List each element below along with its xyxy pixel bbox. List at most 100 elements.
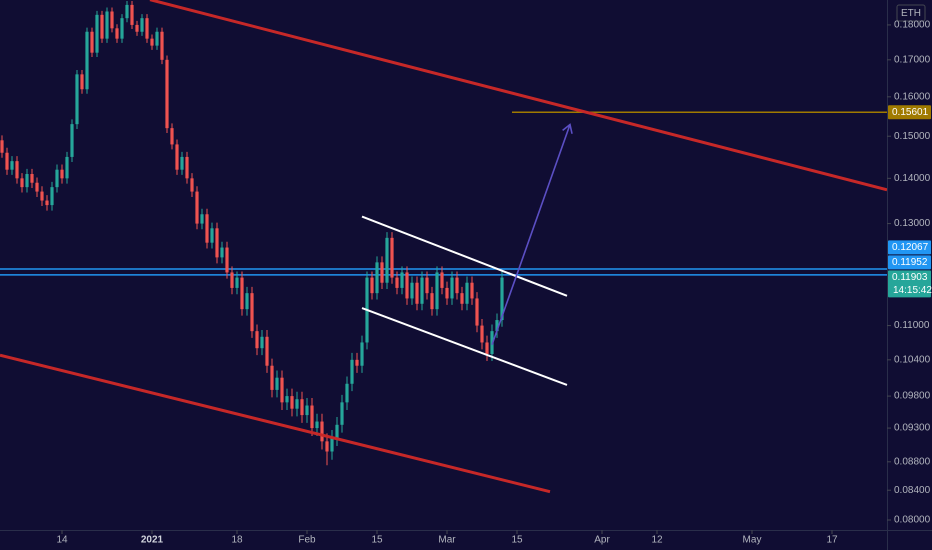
candle-body (185, 156, 189, 179)
price-badge-label: 0.15601 (892, 107, 929, 118)
candle-body (205, 214, 209, 243)
candle-body (105, 11, 109, 39)
candle-body (195, 191, 199, 224)
y-tick-label: 0.11000 (894, 320, 930, 331)
candle-body (235, 277, 239, 288)
price-badge: 0.12067 (888, 240, 931, 255)
x-tick-label: 15 (511, 535, 523, 546)
candle-body (500, 277, 504, 321)
candle-body (385, 237, 389, 283)
projection-arrow (491, 123, 573, 346)
candle-body (260, 336, 264, 349)
candle-body (480, 325, 484, 343)
trend-line (149, 0, 887, 192)
y-tick-label: 0.08800 (894, 456, 931, 467)
candle-body (100, 14, 104, 39)
candle-body (375, 262, 379, 294)
candle-body (150, 38, 154, 46)
countdown-label: 14:15:42 (893, 285, 932, 296)
price-badge: 0.11903 14:15:42 (888, 270, 932, 298)
candle-body (425, 277, 429, 294)
candle-body (75, 74, 79, 125)
candle-body (445, 287, 449, 299)
x-tick-label: 2021 (141, 535, 164, 546)
candle-body (270, 365, 274, 390)
candle-body (470, 282, 474, 299)
candle-body (175, 144, 179, 170)
candle-body (390, 237, 394, 278)
candle-body (115, 28, 119, 39)
candle-body (60, 169, 64, 179)
candle-body (250, 293, 254, 332)
y-tick-label: 0.16000 (894, 91, 931, 102)
candle-body (465, 282, 469, 304)
candle-body (310, 405, 314, 429)
x-tick-label: 14 (56, 535, 68, 546)
y-tick-label: 0.17000 (894, 54, 931, 65)
candle-body (215, 228, 219, 258)
candle-body (455, 277, 459, 294)
x-tick-label: Apr (594, 535, 610, 546)
candle-body (415, 282, 419, 304)
candle-body (165, 59, 169, 129)
candle-body (55, 169, 59, 188)
candle-body (325, 441, 329, 452)
plot-area (0, 0, 887, 494)
candle-body (220, 247, 224, 258)
y-tick-label: 0.08000 (894, 515, 931, 526)
candle-body (140, 18, 144, 32)
candle-body (20, 178, 24, 188)
candle-body (450, 277, 454, 299)
candle-body (40, 191, 44, 201)
candle-body (120, 18, 124, 39)
x-tick-label: Feb (298, 535, 316, 546)
candle-body (330, 437, 334, 452)
candle-body (315, 421, 319, 429)
symbol-label: ETH (901, 8, 921, 19)
candle-body (265, 336, 269, 366)
candle-body (30, 174, 34, 183)
candle-body (95, 14, 99, 53)
candle-body (200, 214, 204, 224)
candle-body (190, 178, 194, 192)
candle-body (355, 359, 359, 366)
candle-body (45, 200, 49, 206)
y-tick-label: 0.09800 (894, 391, 931, 402)
price-badge-bg (888, 255, 931, 270)
candle-body (360, 342, 364, 366)
y-tick-label: 0.08400 (894, 485, 931, 496)
candle-body (225, 247, 229, 273)
candle-body (10, 161, 14, 170)
trend-line (361, 307, 568, 386)
x-tick-label: 18 (231, 535, 243, 546)
candle-body (255, 331, 259, 349)
candle-body (85, 31, 89, 90)
candle-body (245, 293, 249, 310)
candle-body (305, 405, 309, 416)
candle-body (230, 272, 234, 288)
candle-body (370, 277, 374, 294)
candle-body (350, 359, 354, 384)
candle-body (25, 174, 29, 188)
candle-body (405, 272, 409, 299)
y-tick-label: 0.14000 (894, 173, 931, 184)
x-tick-label: May (743, 535, 762, 546)
candle-body (475, 298, 479, 326)
candle-body (280, 377, 284, 403)
y-tick-label: 0.15000 (894, 131, 931, 142)
candle-body (435, 272, 439, 310)
candle-body (65, 156, 69, 179)
candle-body (135, 24, 139, 32)
x-tick-label: 17 (826, 535, 838, 546)
candle-body (400, 272, 404, 288)
y-tick-label: 0.18000 (894, 20, 931, 31)
candle-body (290, 396, 294, 409)
candle-body (180, 156, 184, 170)
candle-body (125, 4, 129, 19)
x-tick-label: 12 (651, 535, 663, 546)
candle-body (160, 31, 164, 60)
symbol-box[interactable] (896, 4, 926, 22)
price-badge: 0.15601 (888, 105, 931, 120)
candle-body (285, 396, 289, 403)
